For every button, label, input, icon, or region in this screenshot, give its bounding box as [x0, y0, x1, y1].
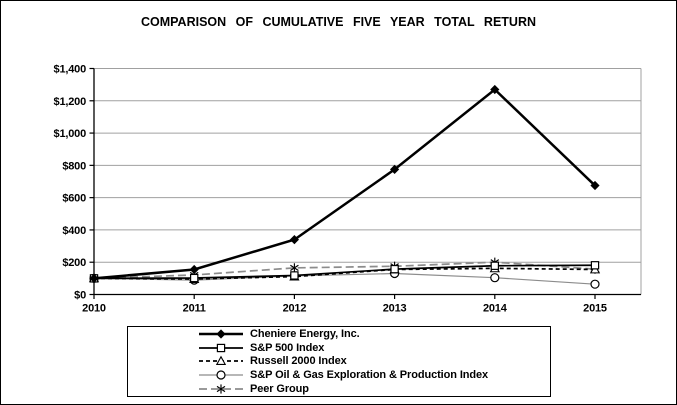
- x-tick-label: 2013: [383, 303, 407, 315]
- y-tick-label: $0: [74, 290, 86, 302]
- diamond-filled-marker-icon: [89, 273, 99, 283]
- x-axis-labels: 2010 2011 2012 2013 2014 2015: [82, 303, 607, 315]
- square-open-marker-icon: [590, 261, 600, 270]
- series-line: [93, 261, 596, 280]
- series-cheniere-energy-inc: [89, 84, 600, 283]
- square-open-marker-icon: [390, 264, 399, 274]
- legend-item-peer-group: Peer Group: [128, 382, 550, 396]
- series-line: [93, 87, 596, 280]
- y-tick-label: $200: [62, 257, 86, 269]
- diamond-filled-marker-icon: [189, 264, 199, 275]
- diamond-filled-marker-icon: [490, 84, 500, 95]
- asterisk-legend-icon: [199, 384, 243, 394]
- square-open-marker-icon: [216, 343, 226, 352]
- x-tick-label: 2015: [583, 303, 607, 315]
- legend-label: S&P Oil & Gas Exploration & Production I…: [250, 369, 489, 382]
- x-tick-label: 2014: [483, 303, 508, 315]
- legend-item-s-p-oil-gas-exploration-production-index: S&P Oil & Gas Exploration & Production I…: [128, 368, 550, 382]
- x-tick-label: 2010: [82, 303, 106, 315]
- x-tick-label: 2012: [283, 303, 307, 315]
- diamond-filled-marker-icon: [590, 180, 600, 191]
- legend-item-russell-2000-index: Russell 2000 Index: [128, 355, 550, 369]
- y-tick-label: $1,200: [54, 96, 87, 108]
- legend: Cheniere Energy, Inc. S&P 500 Index Russel…: [127, 326, 551, 397]
- y-tick-label: $1,000: [54, 128, 87, 140]
- circle-open-legend-icon: [199, 370, 243, 380]
- triangle-open-marker-icon: [215, 356, 227, 366]
- diamond-filled-legend-icon: [199, 329, 243, 339]
- gridlines: [94, 68, 642, 295]
- legend-label: S&P 500 Index: [250, 341, 325, 354]
- legend-label: Russell 2000 Index: [250, 355, 347, 368]
- diamond-filled-marker-icon: [390, 164, 400, 174]
- diamond-filled-marker-icon: [289, 235, 299, 245]
- square-open-legend-icon: [199, 343, 243, 352]
- diamond-filled-marker-icon: [216, 329, 226, 339]
- square-open-marker-icon: [290, 271, 299, 280]
- axes: [89, 67, 641, 299]
- triangle-open-legend-icon: [199, 356, 243, 366]
- circle-open-marker-icon: [590, 279, 600, 289]
- y-axis-labels: $0 $200 $400 $600 $800 $1,000 $1,200 $1,400: [54, 64, 87, 302]
- series-line: [93, 264, 596, 280]
- series-line: [93, 272, 596, 285]
- asterisk-marker-icon: [216, 384, 226, 394]
- y-tick-label: $800: [62, 160, 86, 172]
- y-tick-label: $1,400: [54, 64, 87, 76]
- legend-item-cheniere-energy-inc: Cheniere Energy, Inc.: [128, 327, 550, 341]
- square-open-marker-icon: [490, 261, 500, 270]
- x-tick-label: 2011: [183, 303, 206, 315]
- y-tick-label: $600: [62, 193, 86, 205]
- legend-item-s-p-500-index: S&P 500 Index: [128, 341, 550, 355]
- circle-open-marker-icon: [216, 370, 226, 380]
- chart-title: COMPARISON OF CUMULATIVE FIVE YEAR TOTAL…: [140, 15, 537, 29]
- legend-label: Peer Group: [250, 383, 309, 396]
- legend-label: Cheniere Energy, Inc.: [250, 327, 360, 340]
- circle-open-marker-icon: [490, 273, 500, 283]
- asterisk-marker-icon: [290, 263, 299, 273]
- y-tick-label: $400: [62, 225, 86, 237]
- square-open-marker-icon: [190, 273, 199, 283]
